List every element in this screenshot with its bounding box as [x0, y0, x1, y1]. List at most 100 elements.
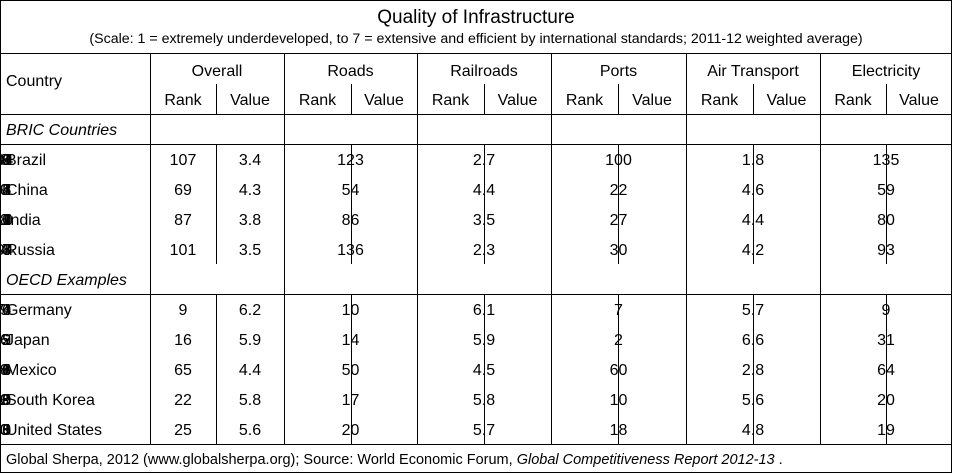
value-cell: 3.2 [0, 212, 11, 229]
rank-cell: 19 [0, 302, 9, 319]
value-cell: 2.7 [473, 152, 495, 169]
footer-report-title: Global Competitiveness Report 2012-13 [516, 452, 775, 468]
header-group-1: Roads [327, 63, 373, 80]
rank-cell: 107 [170, 152, 197, 169]
rank-cell: 14 [342, 332, 360, 349]
row-label: China [6, 182, 48, 199]
header-value-5: Value [899, 92, 939, 109]
rank-cell: 64 [877, 362, 895, 379]
value-cell: 4.7 [0, 212, 11, 229]
rank-cell: 19 [877, 422, 895, 439]
rank-cell: 86 [342, 212, 360, 229]
value-cell: 4.8 [742, 422, 764, 439]
value-cell: 4.5 [0, 182, 11, 199]
rank-cell: 31 [877, 332, 895, 349]
header-value-4: Value [767, 92, 807, 109]
value-cell: 6.0 [0, 422, 11, 439]
rank-cell: 87 [174, 212, 192, 229]
rank-cell: 68 [0, 152, 9, 169]
value-cell: 6.4 [0, 302, 11, 319]
rank-cell: 7 [614, 302, 623, 319]
rank-cell: 100 [605, 152, 632, 169]
value-cell: 2.6 [0, 152, 11, 169]
rank-cell: 33 [0, 422, 9, 439]
rank-cell: 123 [337, 152, 364, 169]
value-cell: 4.3 [0, 242, 11, 259]
footer-text: Global Sherpa, 2012 (www.globalsherpa.or… [6, 452, 517, 468]
rank-cell: 30 [610, 242, 628, 259]
rank-cell: 20 [342, 422, 360, 439]
header-value-3: Value [632, 92, 672, 109]
value-cell: 4.8 [0, 362, 11, 379]
value-cell: 4.2 [742, 242, 764, 259]
rank-cell: 60 [610, 362, 628, 379]
value-cell: 5.9 [0, 332, 11, 349]
rank-cell: 20 [877, 392, 895, 409]
rank-cell: 17 [342, 392, 360, 409]
value-cell: 3.8 [0, 242, 11, 259]
value-cell: 5.2 [0, 182, 11, 199]
value-cell: 5.3 [0, 332, 11, 349]
value-cell: 5.6 [0, 422, 11, 439]
rank-cell: 135 [873, 152, 900, 169]
rank-cell: 69 [174, 182, 192, 199]
row-label: India [6, 212, 41, 229]
header-group-2: Railroads [450, 63, 518, 80]
value-cell: 5.6 [742, 392, 764, 409]
rank-cell: 36 [0, 332, 9, 349]
rank-cell: 7 [0, 302, 5, 319]
header-value-0: Value [230, 92, 270, 109]
value-cell: 4.6 [0, 362, 11, 379]
rank-cell: 54 [342, 182, 360, 199]
chart-title: Quality of Infrastructure [377, 7, 575, 28]
rank-cell: 110 [0, 212, 13, 229]
rank-cell: 70 [0, 182, 9, 199]
value-cell: 6.2 [239, 302, 261, 319]
value-cell: 1.8 [742, 152, 764, 169]
rank-cell: 84 [0, 242, 9, 259]
section-label: OECD Examples [6, 272, 127, 289]
header-rank-4: Rank [701, 92, 739, 109]
header-rank-5: Rank [834, 92, 872, 109]
value-cell: 5.7 [473, 422, 495, 439]
value-cell: 4.5 [473, 362, 495, 379]
rank-cell: 104 [0, 242, 13, 259]
header-value-2: Value [498, 92, 538, 109]
chart-subtitle: (Scale: 1 = extremely underdeveloped, to… [89, 31, 863, 47]
rank-cell: 68 [0, 212, 9, 229]
value-cell: 5.6 [239, 422, 261, 439]
header-value-1: Value [364, 92, 404, 109]
rank-cell: 26 [0, 392, 9, 409]
header-group-0: Overall [192, 63, 243, 80]
header-rank-2: Rank [432, 92, 470, 109]
header-country: Country [6, 73, 62, 90]
value-cell: 2.8 [742, 362, 764, 379]
header-rank-0: Rank [164, 92, 202, 109]
header-group-3: Ports [600, 63, 637, 80]
row-label: Mexico [6, 362, 57, 379]
value-cell: 3.4 [239, 152, 261, 169]
rank-cell: 10 [342, 302, 360, 319]
rank-cell: 10 [610, 392, 628, 409]
rank-cell: 9 [179, 302, 188, 319]
value-cell: 5.9 [0, 392, 11, 409]
rank-cell: 16 [174, 332, 192, 349]
rank-cell: 25 [174, 422, 192, 439]
row-label: Brazil [6, 152, 46, 169]
rank-cell: 22 [610, 182, 628, 199]
rank-cell: 93 [877, 242, 895, 259]
value-cell: 5.9 [473, 332, 495, 349]
value-cell: 4.4 [0, 182, 11, 199]
section-label: BRIC Countries [6, 122, 117, 139]
footer-end: . [774, 452, 783, 468]
value-cell: 4.3 [239, 182, 261, 199]
rank-cell: 46 [0, 332, 9, 349]
value-cell: 4.4 [473, 182, 495, 199]
value-cell: 3.5 [239, 242, 261, 259]
rank-cell: 50 [342, 362, 360, 379]
row-label: Germany [6, 302, 72, 319]
value-cell: 5.8 [473, 392, 495, 409]
value-cell: 3.5 [473, 212, 495, 229]
